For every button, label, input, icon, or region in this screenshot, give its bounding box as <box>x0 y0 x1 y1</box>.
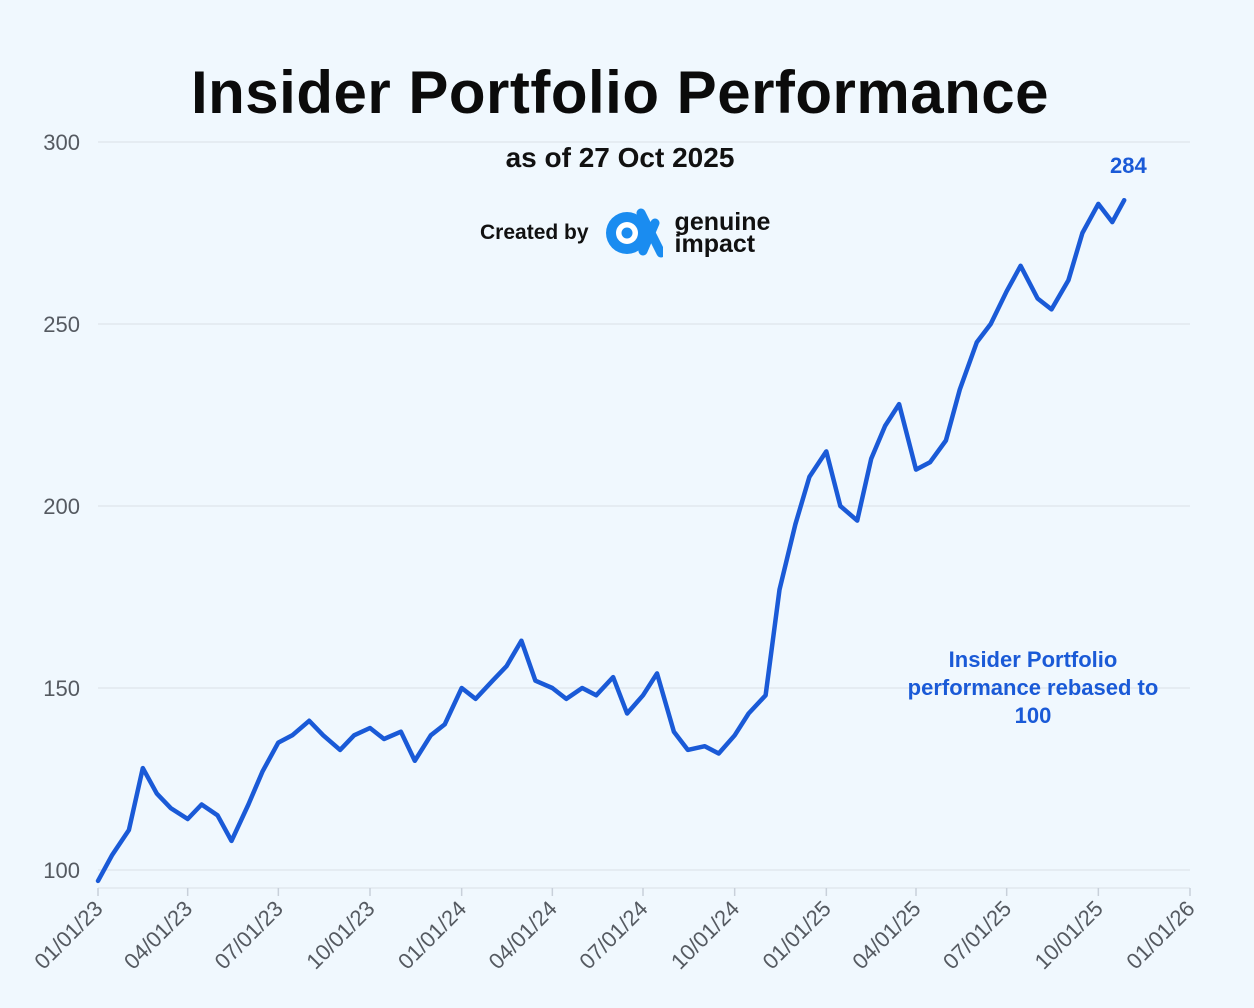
y-tick-label: 150 <box>43 676 80 701</box>
x-tick-label: 10/01/25 <box>1030 896 1108 974</box>
x-tick-label: 07/01/25 <box>938 896 1016 974</box>
y-tick-label: 100 <box>43 858 80 883</box>
genuine-impact-logo-icon <box>605 208 663 258</box>
series-annotation: Insider Portfolio performance rebased to… <box>907 647 1159 728</box>
genuine-impact-wordmark: genuine impact <box>674 208 771 258</box>
x-tick-label: 07/01/23 <box>210 896 288 974</box>
chart-title: Insider Portfolio Performance <box>190 59 1049 126</box>
x-tick-label: 04/01/25 <box>847 896 925 974</box>
y-tick-label: 200 <box>43 494 80 519</box>
x-tick-label: 01/01/24 <box>393 896 471 974</box>
y-tick-label: 250 <box>43 312 80 337</box>
x-tick-label: 04/01/23 <box>119 896 197 974</box>
x-tick-label: 01/01/25 <box>758 896 836 974</box>
x-tick-label: 01/01/23 <box>29 896 107 974</box>
y-axis: 100 150 200 250 300 <box>43 130 80 883</box>
x-tick-label: 10/01/23 <box>301 896 379 974</box>
x-tick-label: 10/01/24 <box>666 896 744 974</box>
created-by-credit: Created by genuine impact <box>480 205 770 261</box>
x-tick-label: 01/01/26 <box>1121 896 1199 974</box>
x-axis: 01/01/23 04/01/23 07/01/23 10/01/23 01/01/24… <box>29 888 1200 974</box>
x-tick-label: 04/01/24 <box>484 896 562 974</box>
end-value-label: 284 <box>1110 153 1147 178</box>
created-by-label: Created by <box>480 221 589 244</box>
gridlines <box>98 141 1190 889</box>
y-tick-label: 300 <box>43 130 80 155</box>
x-tick-label: 07/01/24 <box>574 896 652 974</box>
chart-subtitle: as of 27 Oct 2025 <box>505 142 735 173</box>
series-line-insider-portfolio <box>95 197 1127 884</box>
